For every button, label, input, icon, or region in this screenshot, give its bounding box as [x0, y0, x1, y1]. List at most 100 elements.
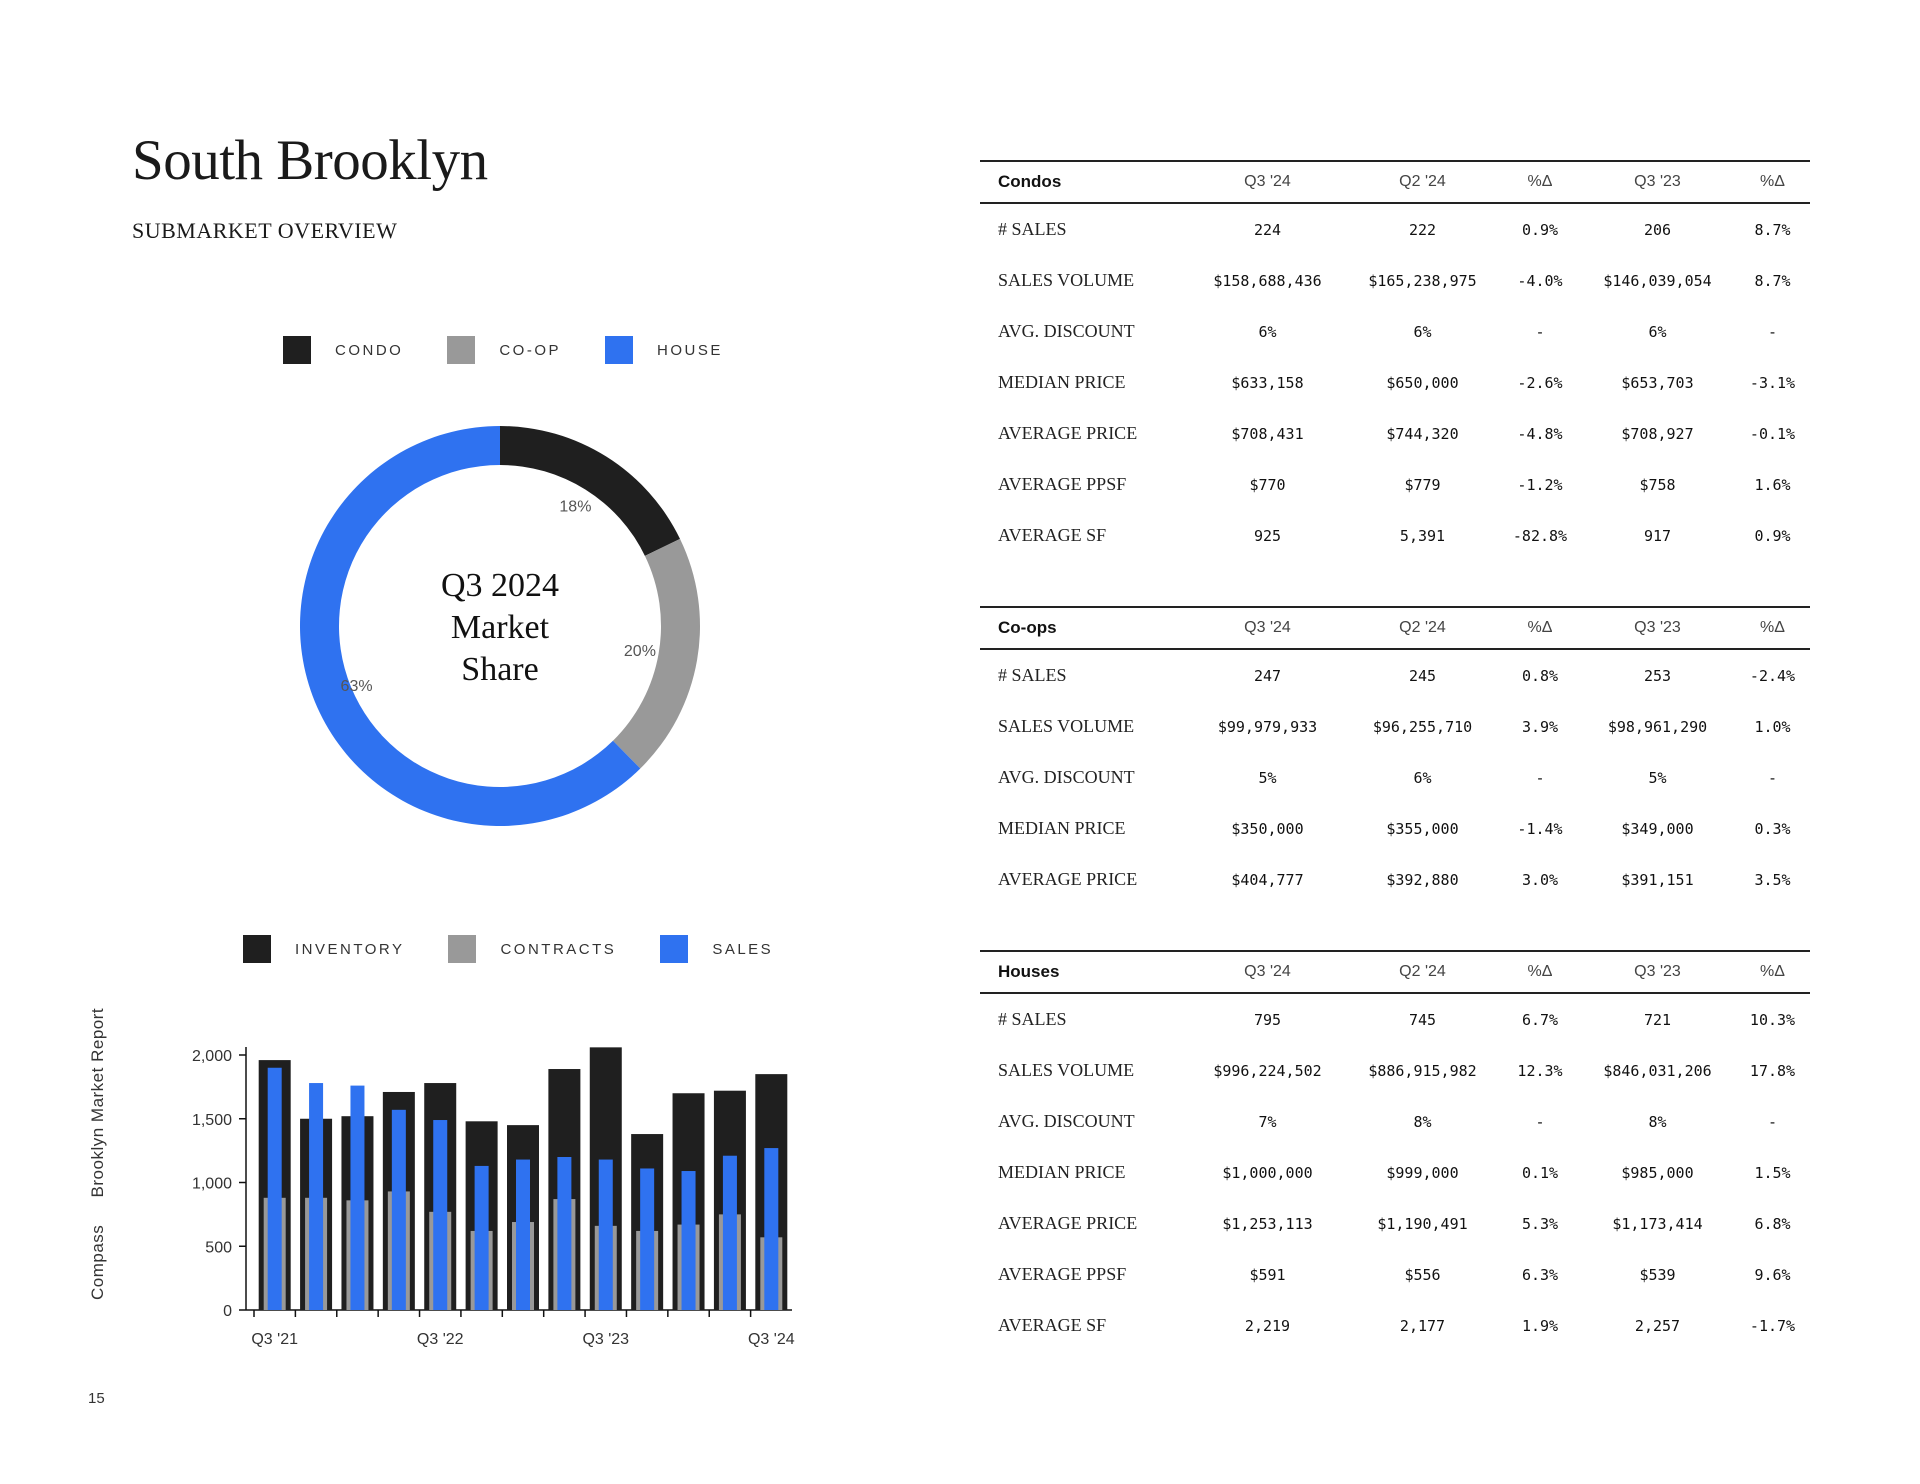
- y-tick-label: 1,500: [192, 1112, 232, 1129]
- bar-sales: [516, 1159, 530, 1310]
- table-row: MEDIAN PRICE $633,158 $650,000 -2.6% $653,70…: [980, 357, 1810, 408]
- table-cell: 0.9%: [1754, 526, 1791, 545]
- table-row: MEDIAN PRICE $350,000 $355,000 -1.4% $349,00…: [980, 803, 1810, 854]
- page-title: South Brooklyn: [132, 129, 488, 192]
- table-row: AVERAGE SF 2,219 2,177 1.9% 2,257 -1.7%: [980, 1300, 1810, 1351]
- houses-table: Houses Q3 '24 Q2 '24 %Δ Q3 '23 %Δ # SALE…: [980, 950, 1810, 1351]
- bar-sales: [557, 1157, 572, 1310]
- table-cell: 9.6%: [1754, 1265, 1791, 1284]
- table-cell: $996,224,502: [1213, 1061, 1322, 1080]
- table-cell: 2,219: [1244, 1316, 1291, 1335]
- table-cell: 8%: [1648, 1112, 1667, 1131]
- row-label: AVERAGE PRICE: [998, 423, 1138, 443]
- donut-label-condo: 18%: [559, 499, 591, 516]
- column-header: %Δ: [1527, 963, 1553, 980]
- table-cell: $846,031,206: [1603, 1061, 1712, 1080]
- table-cell: 3.9%: [1521, 717, 1559, 736]
- table-cell: $146,039,054: [1603, 271, 1712, 290]
- row-label: # SALES: [998, 665, 1067, 685]
- table-cell: 6%: [1413, 768, 1432, 787]
- column-header: Q2 '24: [1399, 963, 1446, 980]
- table-cell: $1,173,414: [1612, 1214, 1703, 1233]
- legend-label-inventory: INVENTORY: [295, 940, 405, 958]
- table-title: Condos: [998, 172, 1062, 191]
- table-cell: 721: [1643, 1010, 1672, 1029]
- table-cell: 6%: [1413, 322, 1432, 341]
- table-cell: 1.5%: [1754, 1163, 1791, 1182]
- table-cell: -: [1767, 768, 1778, 787]
- table-cell: 6.7%: [1521, 1010, 1559, 1029]
- row-label: SALES VOLUME: [998, 270, 1135, 290]
- table-cell: 224: [1253, 220, 1282, 239]
- column-header: %Δ: [1527, 173, 1553, 190]
- table-cell: 8.7%: [1754, 220, 1791, 239]
- page-subtitle: SUBMARKET OVERVIEW: [132, 218, 398, 243]
- table-cell: 0.1%: [1521, 1163, 1559, 1182]
- table-cell: $556: [1404, 1265, 1441, 1284]
- table-cell: $165,238,975: [1368, 271, 1477, 290]
- table-cell: 2,257: [1634, 1316, 1681, 1335]
- table-cell: $349,000: [1621, 819, 1694, 838]
- table-cell: $99,979,933: [1217, 717, 1318, 736]
- row-label: AVERAGE SF: [998, 1315, 1107, 1335]
- table-cell: 8%: [1413, 1112, 1432, 1131]
- donut-slice-condo: [500, 426, 681, 556]
- x-tick-label: Q3 '24: [748, 1331, 795, 1348]
- legend-swatch-condo: [283, 336, 311, 364]
- table-cell: 5,391: [1399, 526, 1446, 545]
- table-cell: -: [1535, 322, 1545, 341]
- table-row: MEDIAN PRICE $1,000,000 $999,000 0.1% $985,0…: [980, 1147, 1810, 1198]
- table-cell: $985,000: [1621, 1163, 1694, 1182]
- table-cell: 6.3%: [1521, 1265, 1559, 1284]
- row-label: # SALES: [998, 1009, 1067, 1029]
- table-cell: 7%: [1258, 1112, 1277, 1131]
- table-cell: 0.8%: [1521, 666, 1559, 685]
- table-cell: $708,431: [1231, 424, 1304, 443]
- table-cell: 0.3%: [1754, 819, 1791, 838]
- table-cell: $391,151: [1621, 870, 1694, 889]
- table-cell: $633,158: [1231, 373, 1304, 392]
- y-tick-label: 0: [223, 1303, 232, 1320]
- table-cell: $758: [1639, 475, 1676, 494]
- table-cell: -1.2%: [1517, 475, 1563, 494]
- table-cell: -4.0%: [1517, 271, 1563, 290]
- row-label: AVERAGE PPSF: [998, 474, 1127, 494]
- legend-swatch-inventory: [243, 935, 271, 963]
- bar-sales: [433, 1120, 448, 1310]
- table-cell: 1.0%: [1754, 717, 1791, 736]
- table-cell: 6%: [1258, 322, 1277, 341]
- table-cell: 8.7%: [1754, 271, 1791, 290]
- table-cell: 206: [1643, 220, 1672, 239]
- table-cell: $1,000,000: [1222, 1163, 1313, 1182]
- row-label: AVERAGE SF: [998, 525, 1107, 545]
- table-row: SALES VOLUME $996,224,502 $886,915,982 12.3…: [980, 1045, 1810, 1096]
- table-cell: -: [1535, 768, 1545, 787]
- table-cell: 5.3%: [1521, 1214, 1559, 1233]
- table-cell: $886,915,982: [1368, 1061, 1477, 1080]
- legend-label-house: HOUSE: [657, 341, 723, 359]
- table-cell: $708,927: [1621, 424, 1694, 443]
- table-cell: $653,703: [1621, 373, 1694, 392]
- legend-swatch-coop: [447, 336, 476, 364]
- donut-center-line-3: Share: [461, 651, 538, 688]
- table-cell: -2.6%: [1517, 373, 1563, 392]
- bar-sales: [474, 1165, 489, 1310]
- column-header: Q3 '23: [1634, 619, 1681, 636]
- bar-sales: [681, 1171, 696, 1310]
- table-cell: $350,000: [1231, 819, 1304, 838]
- x-tick-label: Q3 '23: [582, 1331, 629, 1348]
- table-cell: 3.5%: [1754, 870, 1791, 889]
- legend-label-sales: SALES: [712, 940, 774, 958]
- table-cell: 12.3%: [1517, 1061, 1563, 1080]
- table-row: AVG. DISCOUNT 6% 6% - 6% -: [980, 306, 1810, 357]
- table-cell: 17.8%: [1749, 1061, 1796, 1080]
- page-number: 15: [88, 1390, 105, 1407]
- table-cell: $999,000: [1386, 1163, 1459, 1182]
- y-tick-label: 500: [205, 1239, 232, 1256]
- donut-center-line-1: Q3 2024: [441, 567, 559, 604]
- row-label: SALES VOLUME: [998, 1060, 1135, 1080]
- x-tick-label: Q3 '22: [417, 1331, 464, 1348]
- column-header: Q2 '24: [1399, 173, 1446, 190]
- row-label: SALES VOLUME: [998, 716, 1135, 736]
- side-report-name: Brooklyn Market Report: [88, 1007, 107, 1198]
